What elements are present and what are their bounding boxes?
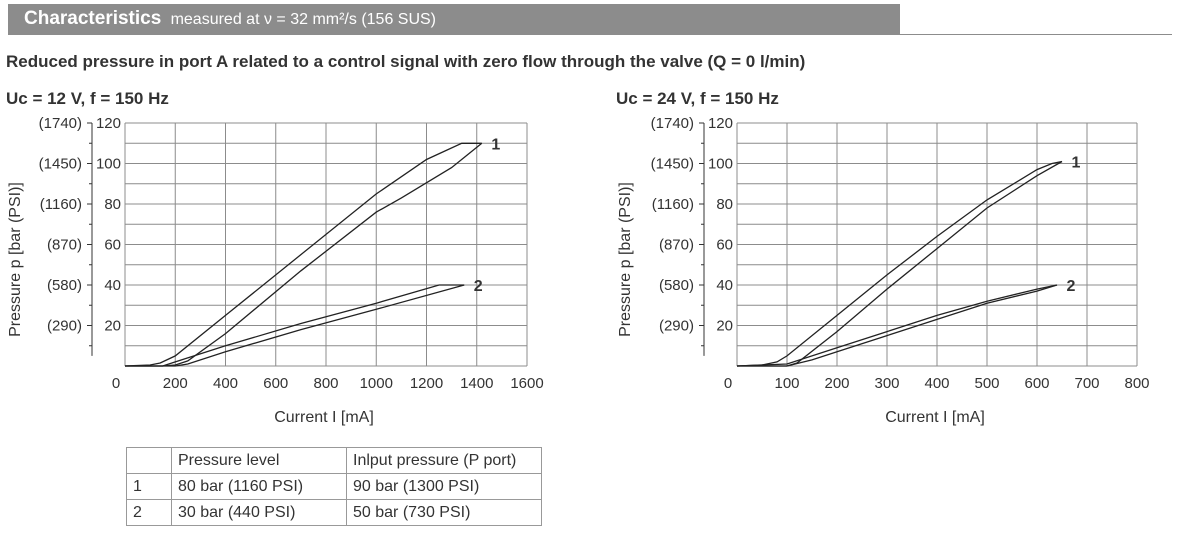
y-tick-label-psi: (1160) [40, 196, 82, 213]
x-axis-label: Current I [mA] [885, 409, 985, 426]
table-row: 2 30 bar (440 PSI) 50 bar (730 PSI) [126, 499, 542, 526]
y-tick-label-psi: (1740) [39, 115, 82, 132]
y-tick-label-psi: (1160) [652, 196, 694, 213]
y-tick-label-psi: (870) [659, 237, 694, 254]
table-cell: 2 [126, 499, 172, 526]
series-curve-1 [124, 142, 482, 367]
series-curve-1 [737, 160, 1063, 367]
x-tick-label: 800 [1124, 375, 1149, 392]
x-tick-label: 800 [313, 375, 338, 392]
y-tick-label-psi: (1450) [651, 156, 694, 173]
table-cell: 30 bar (440 PSI) [171, 499, 347, 526]
y-tick-label: 40 [716, 277, 733, 294]
section-header-bar [8, 4, 900, 34]
y-tick-label: 120 [708, 115, 733, 132]
table-cell: 80 bar (1160 PSI) [171, 473, 347, 500]
x-tick-label: 0 [112, 375, 120, 392]
y-tick-label: 20 [716, 318, 733, 335]
y-tick-label-psi: (580) [659, 277, 694, 294]
chart-2-title: Uc = 24 V, f = 150 Hz [616, 89, 779, 108]
x-tick-label: 700 [1074, 375, 1099, 392]
table-cell: 50 bar (730 PSI) [346, 499, 542, 526]
y-axis-label: Pressure p [bar (PSI)] [7, 182, 24, 337]
x-tick-label: 1600 [510, 375, 543, 392]
x-tick-label: 500 [974, 375, 999, 392]
section-title: Characteristics [24, 8, 162, 29]
table-row: 1 80 bar (1160 PSI) 90 bar (1300 PSI) [126, 473, 542, 500]
curve-label-1: 1 [491, 136, 500, 153]
x-tick-label: 1200 [410, 375, 443, 392]
curve-label-2: 2 [474, 278, 483, 295]
section-header: Characteristics measured at ν = 32 mm²/s… [24, 8, 436, 30]
table-header-row: Pressure level Inlput pressure (P port) [126, 447, 542, 474]
x-tick-label: 100 [774, 375, 799, 392]
x-tick-label: 300 [874, 375, 899, 392]
y-tick-label: 40 [104, 277, 121, 294]
curve-label-2: 2 [1067, 278, 1076, 295]
y-tick-label: 60 [104, 237, 121, 254]
series-curve-2 [125, 284, 465, 367]
table-header-cell: Inlput pressure (P port) [346, 447, 542, 474]
series-curve-2 [125, 284, 465, 367]
x-tick-label: 1400 [460, 375, 493, 392]
chart-24v: 120(1740)100(1450)80(1160)60(870)40(580)… [617, 115, 1150, 426]
pressure-level-table: Pressure level Inlput pressure (P port) … [126, 447, 542, 526]
y-tick-label-psi: (870) [47, 237, 82, 254]
x-tick-label: 200 [163, 375, 188, 392]
y-tick-label: 100 [708, 156, 733, 173]
x-tick-label: 400 [213, 375, 238, 392]
y-tick-label: 80 [716, 196, 733, 213]
chart-1-title: Uc = 12 V, f = 150 Hz [6, 89, 169, 108]
y-tick-label: 120 [96, 115, 121, 132]
chart-description: Reduced pressure in port A related to a … [6, 52, 806, 71]
x-tick-label: 0 [724, 375, 732, 392]
curve-label-1: 1 [1072, 154, 1081, 171]
y-tick-label-psi: (580) [47, 277, 82, 294]
x-tick-label: 600 [263, 375, 288, 392]
y-tick-label-psi: (1450) [39, 156, 82, 173]
y-tick-label: 100 [96, 156, 121, 173]
y-tick-label: 60 [716, 237, 733, 254]
section-subtitle: measured at ν = 32 mm²/s (156 SUS) [170, 11, 437, 28]
table-cell: 90 bar (1300 PSI) [346, 473, 542, 500]
section-header-underline [8, 34, 1172, 35]
x-tick-label: 200 [824, 375, 849, 392]
y-tick-label: 80 [104, 196, 121, 213]
y-tick-label-psi: (290) [47, 318, 82, 335]
x-tick-label: 1000 [360, 375, 393, 392]
y-axis-label: Pressure p [bar (PSI)] [617, 182, 634, 337]
x-tick-label: 400 [924, 375, 949, 392]
y-tick-label-psi: (290) [659, 318, 694, 335]
table-header-cell [126, 447, 172, 474]
y-tick-label: 20 [104, 318, 121, 335]
x-tick-label: 600 [1024, 375, 1049, 392]
series-curve-2 [736, 284, 1058, 367]
table-header-cell: Pressure level [171, 447, 347, 474]
x-axis-label: Current I [mA] [274, 409, 374, 426]
chart-12v: 120(1740)100(1450)80(1160)60(870)40(580)… [7, 115, 544, 426]
series-curve-1 [736, 160, 1063, 367]
series-curve-2 [737, 284, 1058, 367]
table-cell: 1 [126, 473, 172, 500]
y-tick-label-psi: (1740) [651, 115, 694, 132]
series-curve-1 [125, 142, 483, 367]
